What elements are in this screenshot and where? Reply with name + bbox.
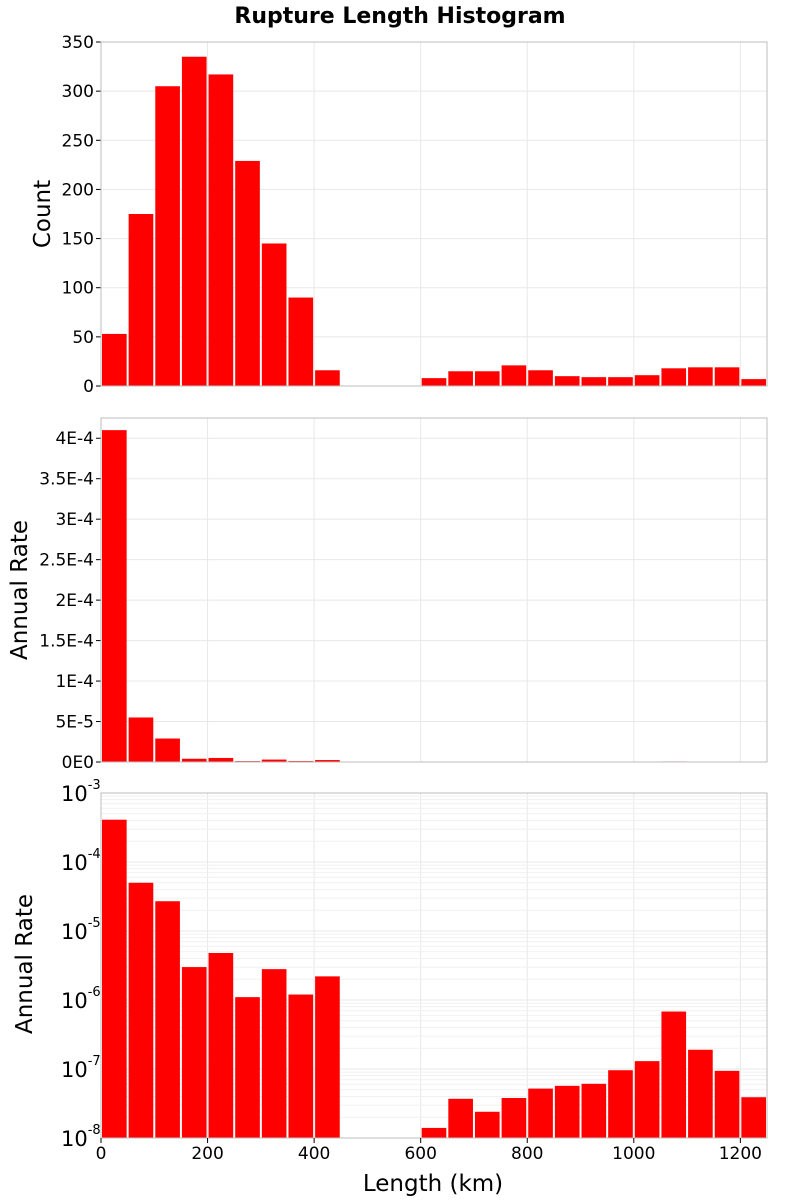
histogram-bar	[155, 901, 180, 1138]
histogram-bar	[181, 56, 207, 386]
histogram-bar	[634, 1061, 660, 1138]
histogram-bar	[474, 371, 500, 386]
histogram-bar	[102, 333, 127, 386]
histogram-bar	[608, 377, 633, 386]
histogram-bar	[554, 376, 580, 386]
count-y-axis-label: Count	[30, 180, 56, 248]
histogram-bar	[261, 759, 287, 762]
histogram-bar	[288, 994, 314, 1138]
y-tick-label: 200	[62, 180, 94, 200]
histogram-bar	[102, 819, 127, 1138]
y-tick-label: 250	[62, 131, 94, 151]
histogram-bar	[608, 1070, 633, 1138]
y-tick-label: 2E-4	[55, 591, 94, 611]
y-tick-label: 5E-5	[55, 713, 94, 733]
y-tick-label: 10-8	[61, 1123, 101, 1151]
histogram-bar	[714, 1070, 740, 1138]
histogram-bar	[102, 430, 127, 762]
histogram-bar	[208, 757, 234, 762]
histogram-bar	[315, 760, 340, 762]
histogram-bar	[128, 214, 154, 386]
plot-frame	[100, 792, 768, 1139]
rate-linear-y-axis-label: Annual Rate	[7, 520, 33, 660]
histogram-bar	[528, 370, 553, 386]
y-tick-label: 150	[62, 230, 94, 250]
x-tick-label: 800	[511, 1144, 543, 1164]
x-tick-label: 1200	[719, 1144, 762, 1164]
x-tick-label: 200	[191, 1144, 223, 1164]
y-tick-label: 350	[62, 33, 94, 53]
histogram-bar	[155, 86, 180, 386]
histogram-bar	[661, 1011, 687, 1138]
x-tick-label: 600	[404, 1144, 436, 1164]
chart-title: Rupture Length Histogram	[234, 4, 565, 29]
histogram-bar	[261, 243, 287, 386]
histogram-bar	[181, 758, 207, 762]
histogram-bar	[421, 378, 447, 386]
rate-log-y-axis-label: Annual Rate	[12, 894, 38, 1034]
histogram-bar	[208, 952, 234, 1138]
y-tick-label: 10-5	[61, 916, 101, 944]
histogram-bar	[208, 74, 234, 386]
y-tick-label: 4E-4	[55, 429, 94, 449]
plot-frame	[100, 41, 768, 387]
histogram-bar	[741, 379, 766, 386]
y-tick-label: 100	[62, 279, 94, 299]
y-tick-label: 0E0	[62, 753, 94, 773]
histogram-bar	[741, 1097, 766, 1138]
histogram-bar	[235, 160, 260, 386]
histogram-bar	[155, 738, 180, 762]
x-tick-label: 0	[96, 1144, 107, 1164]
annual-rate-log-panel: Annual Rate Length (km) 10-8 10-7 10-6 10-5…	[12, 778, 768, 1197]
histogram-bar	[448, 371, 473, 386]
y-tick-label: 10-3	[61, 778, 101, 806]
y-tick-label: 1.5E-4	[39, 632, 94, 652]
histogram-bar	[581, 1083, 607, 1138]
x-tick-label: 400	[298, 1144, 330, 1164]
histogram-bar	[661, 368, 687, 386]
histogram-bar	[128, 882, 154, 1138]
histogram-bar	[474, 1111, 500, 1138]
y-tick-label: 0	[83, 377, 94, 397]
plot-frame	[100, 417, 768, 763]
y-tick-label: 3.5E-4	[39, 470, 94, 490]
x-axis-label: Length (km)	[363, 1171, 503, 1197]
histogram-bar	[181, 967, 207, 1138]
histogram-bar	[261, 969, 287, 1138]
y-tick-label: 10-7	[61, 1054, 101, 1082]
histogram-bar	[128, 717, 154, 762]
x-tick-label: 1000	[612, 1144, 655, 1164]
y-tick-label: 300	[62, 82, 94, 102]
y-tick-label: 50	[72, 328, 94, 348]
annual-rate-linear-panel: Annual Rate 0E0 5E-5 1E-4 1.5E-4 2E-4 2.5E-4 3…	[7, 417, 768, 773]
histogram-bar	[315, 370, 340, 386]
histogram-bar	[528, 1088, 553, 1138]
histogram-bar	[501, 365, 527, 386]
histogram-bar	[688, 1049, 713, 1138]
y-tick-label: 10-6	[61, 985, 101, 1013]
y-tick-label: 10-4	[61, 847, 101, 875]
histogram-bar	[554, 1085, 580, 1138]
histogram-bar	[501, 1097, 527, 1138]
y-tick-label: 2.5E-4	[39, 551, 94, 571]
histogram-bar	[315, 976, 340, 1138]
histogram-bar	[688, 367, 713, 386]
histogram-bar	[634, 375, 660, 386]
count-panel: Count 0 50 100 150 200 250 300 350	[30, 33, 768, 397]
histogram-bar	[288, 297, 314, 386]
y-tick-label: 1E-4	[55, 672, 94, 692]
histogram-bar	[581, 377, 607, 386]
histogram-bar	[235, 997, 260, 1138]
y-tick-label: 3E-4	[55, 510, 94, 530]
histogram-bar	[714, 367, 740, 386]
histogram-bar	[448, 1098, 473, 1138]
histogram-bar	[421, 1127, 447, 1138]
